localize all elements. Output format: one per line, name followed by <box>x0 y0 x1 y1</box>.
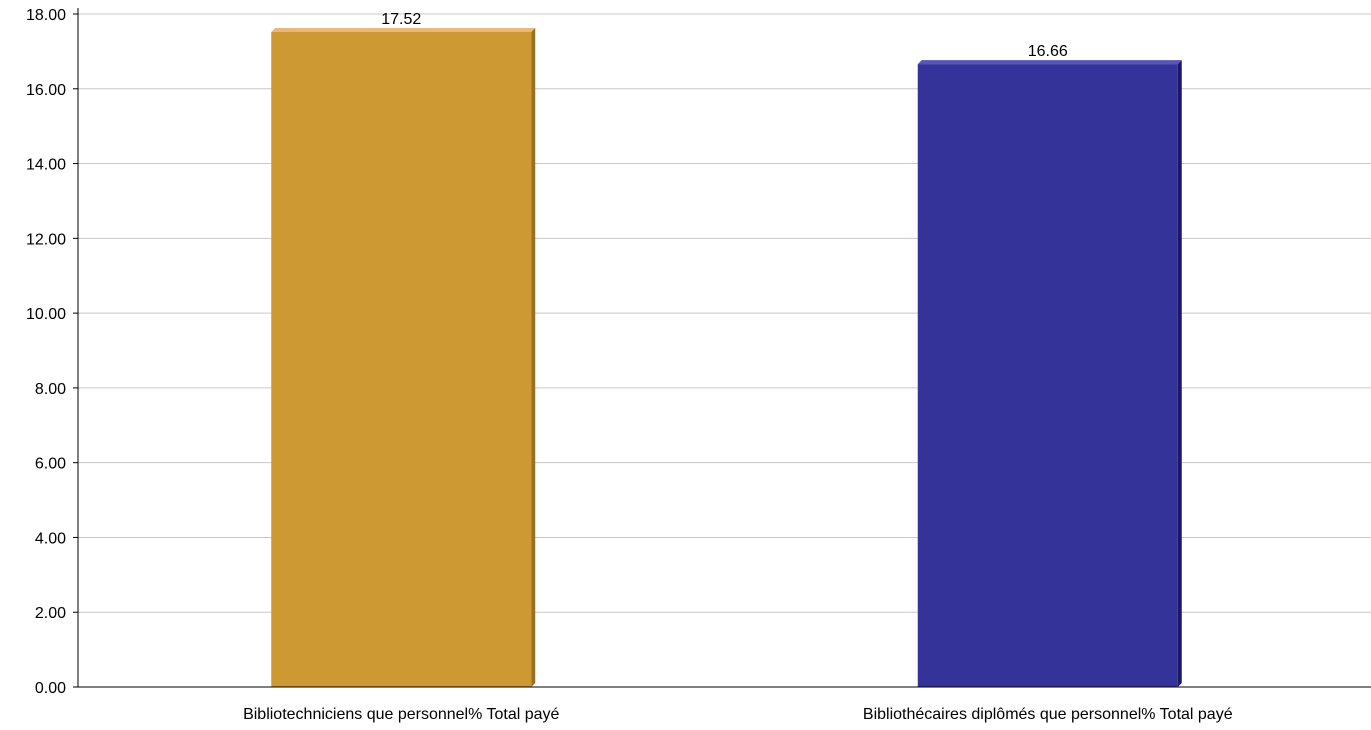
y-tick-label: 8.00 <box>35 381 66 398</box>
y-tick-label: 2.00 <box>35 605 66 622</box>
bar-face <box>917 64 1178 687</box>
y-tick-label: 16.00 <box>26 82 66 99</box>
bar <box>917 60 1182 687</box>
bar-top <box>917 60 1182 65</box>
category-labels: Bibliotechniciens que personnel% Total p… <box>243 706 1233 723</box>
bar <box>271 27 536 688</box>
y-tick-label: 14.00 <box>26 157 66 174</box>
x-category-label: Bibliotechniciens que personnel% Total p… <box>243 706 559 723</box>
y-tick-label: 10.00 <box>26 306 66 323</box>
axes <box>77 8 1371 688</box>
y-axis-ticks: 0.00 2.00 4.00 6.00 8.00 10.00 12.00 14.00 16.00… <box>26 7 78 697</box>
x-category-label: Bibliothécaires diplômés que personnel% … <box>863 706 1233 723</box>
y-tick-label: 18.00 <box>26 7 66 24</box>
bar-side <box>531 27 536 688</box>
y-tick-label: 12.00 <box>26 231 66 248</box>
y-tick-label: 0.00 <box>35 680 66 697</box>
value-labels: 17.52 16.66 <box>381 11 1068 60</box>
y-tick-label: 6.00 <box>35 456 66 473</box>
bar-top <box>271 27 536 32</box>
y-tick-label: 4.00 <box>35 530 66 547</box>
bars <box>271 27 1182 688</box>
bar-side <box>1177 60 1182 687</box>
bar-value-label: 16.66 <box>1028 43 1068 60</box>
bar-value-label: 17.52 <box>381 11 421 28</box>
bar-face <box>271 31 532 688</box>
